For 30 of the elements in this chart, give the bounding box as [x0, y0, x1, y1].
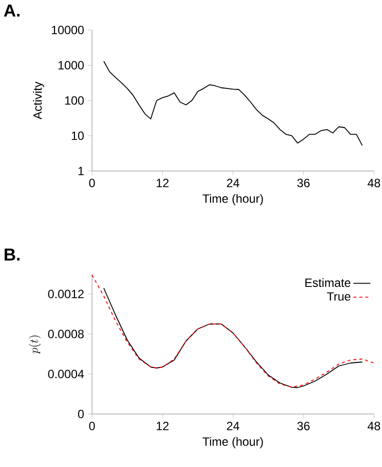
y-axis-title: $p(t)$	[28, 336, 41, 354]
x-tick-label: 0	[89, 422, 95, 430]
x-tick-label: 12	[156, 178, 169, 188]
x-tick-label: 24	[226, 178, 240, 188]
y-tick-label: 10	[72, 132, 84, 140]
line-series	[92, 274, 374, 388]
x-tick-label: 36	[297, 422, 310, 430]
chart-title: B.	[4, 248, 20, 260]
x-tick-label: 0	[89, 178, 95, 188]
y-tick-label: 1000	[58, 61, 84, 70]
y-tick-label: 0	[78, 410, 84, 418]
y-tick-label: 100	[65, 96, 84, 105]
y-axis-title: Activity	[33, 82, 44, 120]
x-axis-title: Time (hour)	[202, 194, 263, 206]
legend-label: True	[327, 292, 350, 301]
x-tick-label: 24	[226, 422, 240, 430]
chart-title: A.	[4, 4, 20, 16]
x-tick-label: 36	[297, 178, 310, 188]
x-tick-label: 48	[368, 422, 380, 430]
y-tick-label: 10000	[52, 26, 84, 34]
y-tick-label: 0.0004	[48, 370, 84, 378]
x-tick-label: 12	[156, 422, 169, 430]
x-tick-label: 48	[368, 178, 380, 188]
y-tick-label: 0.0008	[48, 330, 84, 338]
line-series	[103, 288, 363, 388]
x-axis-title: Time (hour)	[202, 437, 263, 448]
y-tick-label: 0.0012	[48, 290, 84, 298]
y-tick-label: 1	[78, 166, 84, 176]
legend-label: Estimate	[305, 278, 350, 287]
line-series	[103, 60, 363, 146]
